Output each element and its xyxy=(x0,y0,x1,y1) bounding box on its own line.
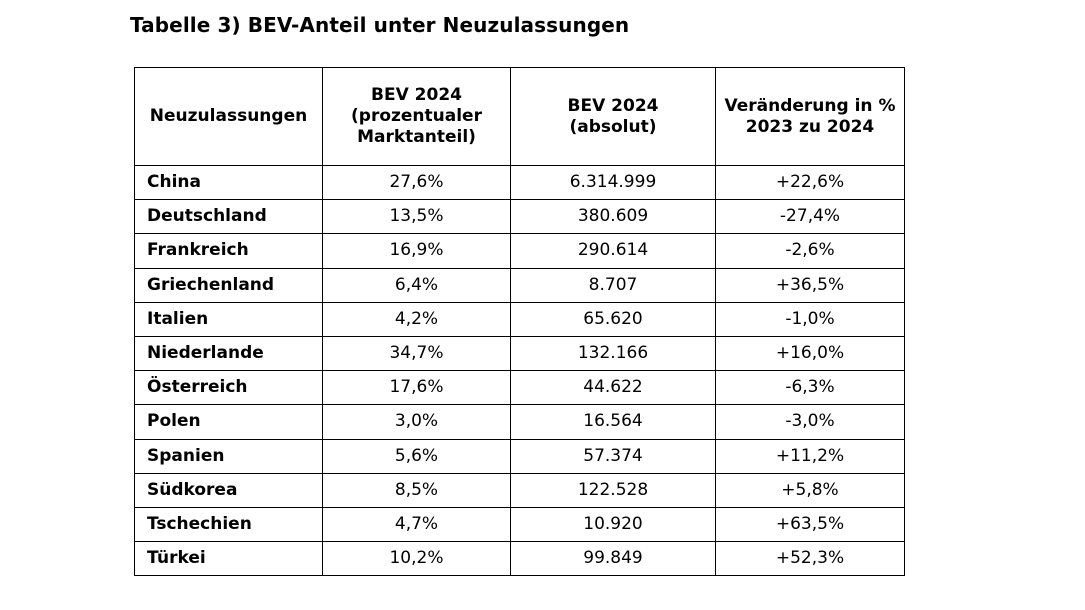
table-row: Frankreich 16,9% 290.614 -2,6% xyxy=(134,233,905,269)
cell-absolute: 44.622 xyxy=(510,370,716,406)
table-row: Türkei 10,2% 99.849 +52,3% xyxy=(134,541,905,577)
cell-market-share: 17,6% xyxy=(322,370,511,406)
table-row: China 27,6% 6.314.999 +22,6% xyxy=(134,164,905,201)
cell-absolute: 57.374 xyxy=(510,438,716,474)
cell-change: +52,3% xyxy=(715,541,905,577)
table-row: Polen 3,0% 16.564 -3,0% xyxy=(134,404,905,440)
cell-country: Südkorea xyxy=(134,472,323,508)
cell-change: -27,4% xyxy=(715,199,905,235)
table-row: Südkorea 8,5% 122.528 +5,8% xyxy=(134,472,905,508)
cell-absolute: 132.166 xyxy=(510,335,716,372)
column-header-share: BEV 2024 (prozentualer Marktanteil) xyxy=(322,67,511,166)
cell-absolute: 65.620 xyxy=(510,301,716,337)
cell-country: Spanien xyxy=(134,438,323,474)
cell-country: Deutschland xyxy=(134,199,323,235)
cell-absolute: 380.609 xyxy=(510,199,716,235)
header-line: (absolut) xyxy=(569,116,657,137)
cell-absolute: 290.614 xyxy=(510,233,716,269)
cell-change: -1,0% xyxy=(715,301,905,337)
cell-market-share: 8,5% xyxy=(322,472,511,508)
cell-absolute: 10.920 xyxy=(510,506,716,543)
cell-change: +5,8% xyxy=(715,472,905,508)
table-header-row: Neuzulassungen BEV 2024 (prozentualer Ma… xyxy=(134,67,905,166)
cell-country: Polen xyxy=(134,404,323,440)
page-title: Tabelle 3) BEV-Anteil unter Neuzulassung… xyxy=(130,13,630,37)
table-row: Griechenland 6,4% 8.707 +36,5% xyxy=(134,267,905,303)
cell-change: -6,3% xyxy=(715,370,905,406)
cell-absolute: 99.849 xyxy=(510,541,716,577)
cell-absolute: 6.314.999 xyxy=(510,164,716,201)
header-line: 2023 zu 2024 xyxy=(745,116,875,137)
bev-share-table: Neuzulassungen BEV 2024 (prozentualer Ma… xyxy=(134,67,905,577)
column-header-registrations: Neuzulassungen xyxy=(134,67,323,166)
cell-country: Niederlande xyxy=(134,335,323,372)
cell-market-share: 6,4% xyxy=(322,267,511,303)
header-line: Neuzulassungen xyxy=(149,106,308,126)
cell-absolute: 8.707 xyxy=(510,267,716,303)
cell-change: +16,0% xyxy=(715,335,905,372)
table-row: Deutschland 13,5% 380.609 -27,4% xyxy=(134,199,905,235)
cell-market-share: 5,6% xyxy=(322,438,511,474)
cell-market-share: 16,9% xyxy=(322,233,511,269)
cell-absolute: 122.528 xyxy=(510,472,716,508)
cell-change: +36,5% xyxy=(715,267,905,303)
cell-change: +11,2% xyxy=(715,438,905,474)
header-line: (prozentualer xyxy=(351,106,482,126)
table-row: Italien 4,2% 65.620 -1,0% xyxy=(134,301,905,337)
table-row: Tschechien 4,7% 10.920 +63,5% xyxy=(134,506,905,543)
cell-change: +22,6% xyxy=(715,164,905,201)
table-body: China 27,6% 6.314.999 +22,6% Deutschland 13,5… xyxy=(134,164,905,577)
cell-country: China xyxy=(134,164,323,201)
column-header-absolute: BEV 2024 (absolut) xyxy=(510,67,716,166)
cell-change: +63,5% xyxy=(715,506,905,543)
cell-change: -2,6% xyxy=(715,233,905,269)
header-line: Marktanteil) xyxy=(357,127,476,147)
table-row: Österreich 17,6% 44.622 -6,3% xyxy=(134,370,905,406)
cell-market-share: 34,7% xyxy=(322,335,511,372)
cell-market-share: 4,7% xyxy=(322,506,511,543)
cell-country: Frankreich xyxy=(134,233,323,269)
cell-market-share: 10,2% xyxy=(322,541,511,577)
cell-market-share: 27,6% xyxy=(322,164,511,201)
table-row: Spanien 5,6% 57.374 +11,2% xyxy=(134,438,905,474)
cell-country: Türkei xyxy=(134,541,323,577)
cell-country: Griechenland xyxy=(134,267,323,303)
cell-country: Italien xyxy=(134,301,323,337)
column-header-change: Veränderung in % 2023 zu 2024 xyxy=(715,67,905,166)
header-line: BEV 2024 xyxy=(371,85,462,105)
cell-market-share: 13,5% xyxy=(322,199,511,235)
header-line: Veränderung in % xyxy=(724,95,896,116)
cell-absolute: 16.564 xyxy=(510,404,716,440)
cell-country: Tschechien xyxy=(134,506,323,543)
cell-market-share: 3,0% xyxy=(322,404,511,440)
cell-change: -3,0% xyxy=(715,404,905,440)
table-row: Niederlande 34,7% 132.166 +16,0% xyxy=(134,335,905,372)
cell-country: Österreich xyxy=(134,370,323,406)
header-line: BEV 2024 xyxy=(567,95,659,116)
cell-market-share: 4,2% xyxy=(322,301,511,337)
